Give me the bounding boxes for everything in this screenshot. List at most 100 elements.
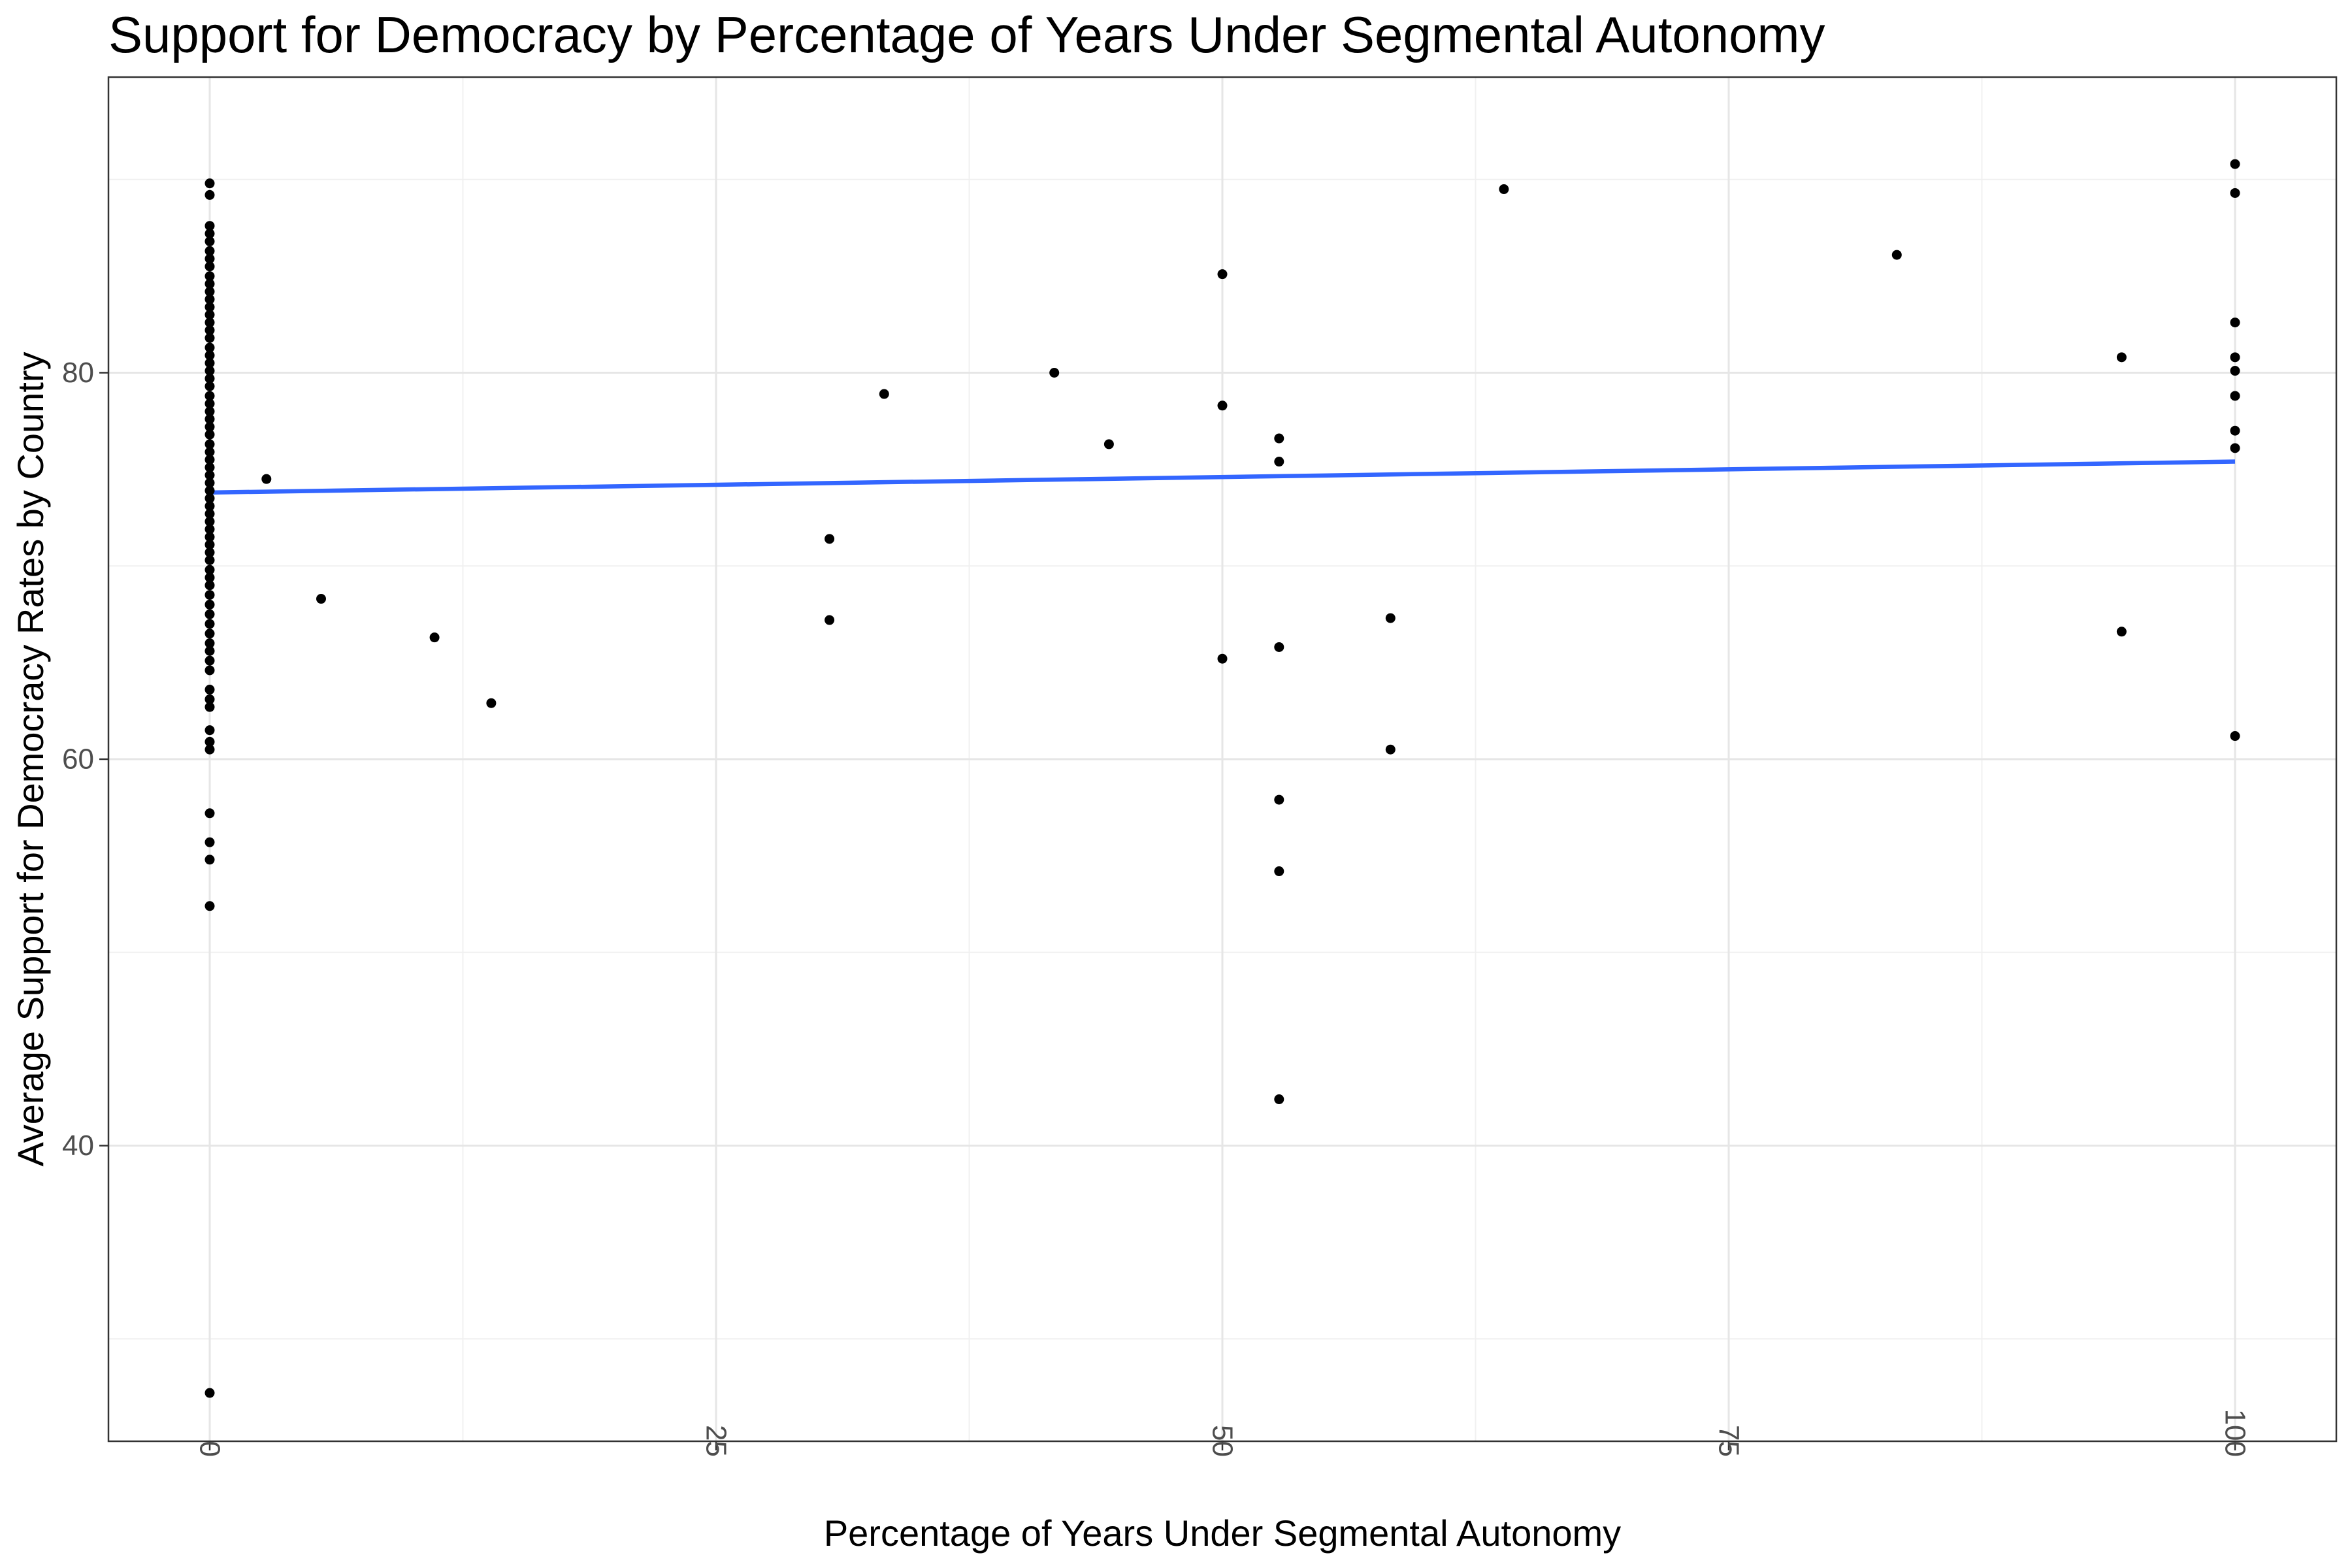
data-point [1274, 433, 1284, 444]
data-point [204, 609, 215, 619]
data-point [204, 391, 215, 401]
data-point [204, 619, 215, 629]
data-point [204, 373, 215, 384]
data-point [2230, 443, 2240, 453]
data-point [2116, 627, 2127, 637]
x-tick-label: 100 [2219, 1409, 2251, 1457]
data-point [204, 429, 215, 440]
data-point [204, 229, 215, 239]
data-point [204, 694, 215, 704]
data-point [1891, 250, 1902, 260]
data-point [486, 698, 497, 708]
data-point [204, 808, 215, 819]
data-point [204, 221, 215, 231]
data-point [204, 406, 215, 417]
data-point [204, 501, 215, 512]
trend-line-layer [209, 459, 2236, 495]
data-point [204, 318, 215, 328]
data-point [1274, 642, 1284, 652]
data-point [1274, 866, 1284, 877]
data-point [879, 389, 889, 399]
data-point [204, 555, 215, 565]
data-point [1217, 653, 1228, 664]
data-point [204, 547, 215, 558]
data-point [204, 1388, 215, 1398]
data-point [825, 534, 835, 544]
data-point [204, 310, 215, 320]
data-point [204, 837, 215, 847]
data-point [204, 253, 215, 264]
y-tick-label: 60 [62, 743, 94, 776]
data-point [261, 474, 272, 484]
data-point [204, 590, 215, 600]
data-point [204, 532, 215, 542]
y-tick-label: 40 [62, 1130, 94, 1162]
data-point [204, 421, 215, 432]
data-point [204, 638, 215, 649]
data-point [204, 485, 215, 496]
data-points [204, 159, 2240, 1398]
data-point [2230, 366, 2240, 376]
x-tick-label: 0 [194, 1441, 226, 1457]
data-point [204, 508, 215, 519]
data-point [204, 333, 215, 343]
data-point [2230, 731, 2240, 742]
data-point [204, 455, 215, 465]
data-point [204, 580, 215, 591]
data-point [204, 725, 215, 736]
y-tick-label: 80 [62, 357, 94, 389]
data-point [1274, 794, 1284, 805]
data-point [204, 645, 215, 656]
data-point [1274, 1094, 1284, 1105]
data-point [1274, 457, 1284, 467]
data-point [316, 594, 326, 604]
x-tick-label: 75 [1713, 1425, 1745, 1457]
trend-line [209, 459, 2236, 495]
data-point [204, 358, 215, 368]
data-point [1103, 439, 1114, 449]
data-point [204, 744, 215, 755]
major-gridlines [108, 77, 2336, 1441]
data-point [204, 178, 215, 189]
data-point [204, 399, 215, 409]
data-point [204, 246, 215, 256]
data-point [204, 271, 215, 282]
y-axis: 40 60 80 [62, 357, 108, 1162]
data-point [2230, 425, 2240, 436]
data-point [1499, 184, 1509, 195]
data-point [204, 736, 215, 747]
data-point [1217, 400, 1228, 411]
data-point [204, 599, 215, 610]
data-point [204, 236, 215, 246]
data-point [204, 325, 215, 335]
data-point [204, 685, 215, 695]
data-point [204, 564, 215, 575]
x-axis: 0 25 50 75 100 [194, 1409, 2251, 1457]
data-point [204, 572, 215, 583]
data-point [204, 447, 215, 457]
data-point [204, 524, 215, 534]
data-point [204, 629, 215, 639]
data-point [2116, 352, 2127, 363]
data-point [1385, 744, 1396, 755]
data-point [1217, 269, 1228, 280]
data-point [204, 655, 215, 666]
data-point [204, 493, 215, 504]
x-tick-label: 50 [1207, 1425, 1239, 1457]
data-point [204, 439, 215, 449]
data-point [204, 414, 215, 424]
data-point [204, 294, 215, 304]
data-point [1049, 367, 1060, 378]
data-point [204, 342, 215, 353]
data-point [204, 478, 215, 488]
data-point [204, 278, 215, 289]
data-point [429, 632, 440, 643]
data-point [204, 286, 215, 297]
data-point [204, 540, 215, 550]
data-point [204, 462, 215, 472]
data-point [2230, 391, 2240, 401]
chart-title: Support for Democracy by Percentage of Y… [108, 6, 1825, 63]
data-point [204, 516, 215, 527]
data-point [2230, 188, 2240, 198]
